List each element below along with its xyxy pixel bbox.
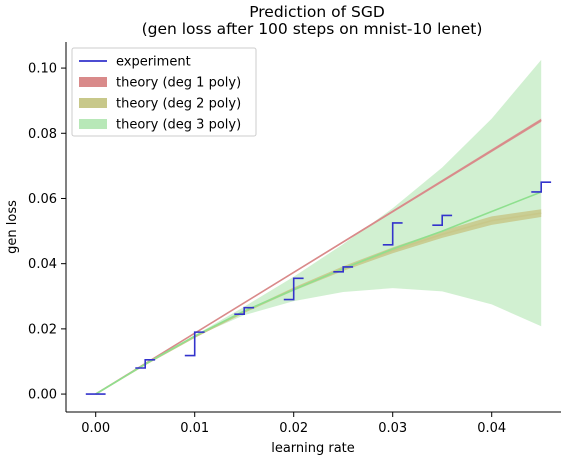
- legend-swatch-2: [79, 98, 107, 108]
- x-axis-label: learning rate: [271, 441, 355, 456]
- x-tick-label-4: 0.04: [477, 421, 506, 436]
- axes: 0.00 0.01 0.02 0.03 0.04 0.00 0.02 0.04 0.06 0.0…: [28, 42, 561, 436]
- x-tick-label-1: 0.01: [180, 421, 209, 436]
- series-3-line: [95, 191, 542, 395]
- legend-swatch-1: [79, 77, 107, 87]
- plot-area: [85, 59, 552, 395]
- x-tick-label-2: 0.02: [279, 421, 308, 436]
- experiment-step-6: [382, 222, 403, 246]
- legend-label-1: theory (deg 1 poly): [116, 76, 241, 91]
- experiment-step-3: [234, 306, 255, 316]
- y-tick-label-0: 0.00: [28, 388, 57, 403]
- experiment-step-2: [184, 331, 205, 357]
- legend-swatch-3: [79, 119, 107, 129]
- y-tick-label-2: 0.04: [28, 257, 57, 272]
- x-tick-label-3: 0.03: [378, 421, 407, 436]
- legend-label-2: theory (deg 2 poly): [116, 97, 241, 112]
- y-tick-label-4: 0.08: [28, 127, 57, 142]
- experiment-step-1: [135, 359, 156, 369]
- experiment-step-5: [333, 266, 354, 273]
- x-tick-label-0: 0.00: [81, 421, 110, 436]
- legend-frame: [71, 47, 257, 137]
- series-1-line: [95, 119, 542, 395]
- experiment-step-7: [432, 214, 453, 227]
- legend-label-3: theory (deg 3 poly): [116, 118, 241, 133]
- y-tick-label-5: 0.10: [28, 62, 57, 77]
- chart-subtitle: (gen loss after 100 steps on mnist-10 le…: [142, 20, 483, 38]
- chart-title: Prediction of SGD: [249, 3, 385, 21]
- experiment-step-8: [531, 181, 552, 193]
- y-tick-label-1: 0.02: [28, 322, 57, 337]
- legend-label-0: experiment: [116, 55, 191, 70]
- y-tick-label-3: 0.06: [28, 192, 57, 207]
- legend: experiment theory (deg 1 poly) theory (deg…: [71, 47, 257, 137]
- experiment-step-4: [283, 277, 304, 301]
- y-axis-label: gen loss: [5, 200, 20, 254]
